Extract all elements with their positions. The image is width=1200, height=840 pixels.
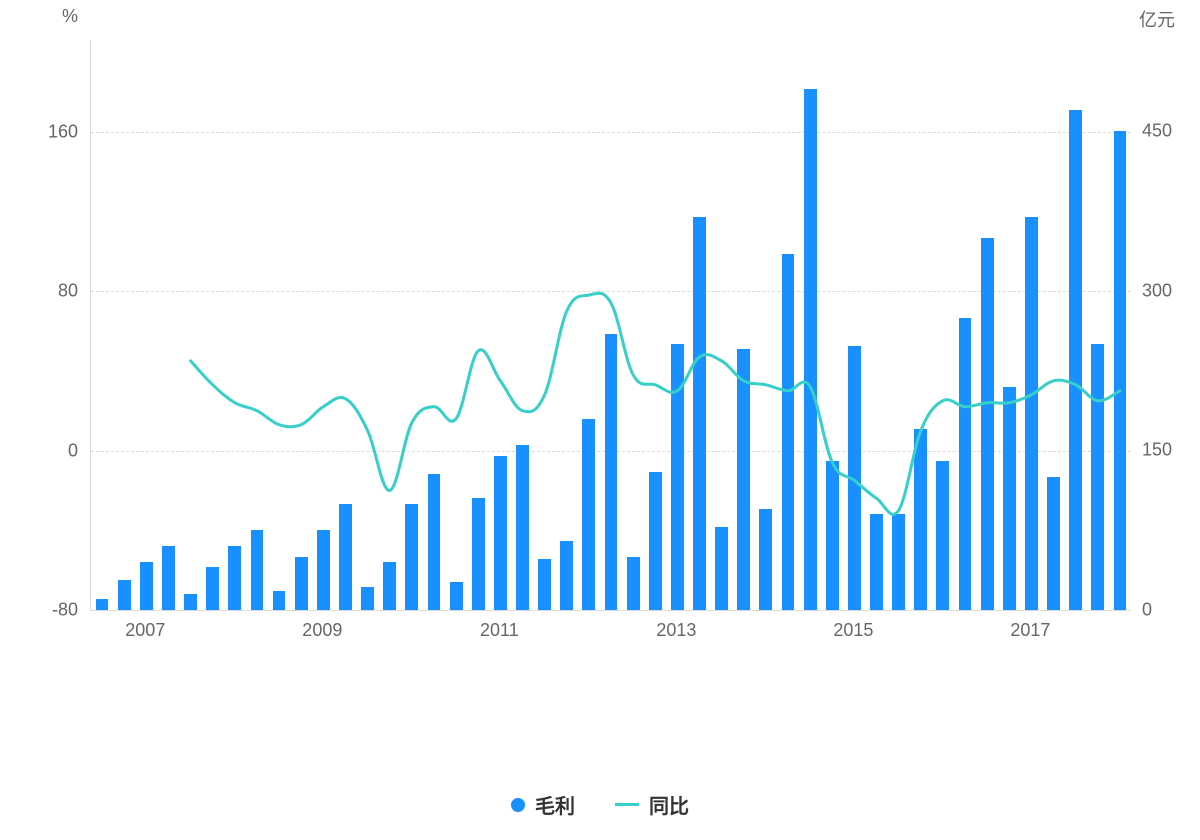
bar [516,445,529,610]
y-right-tick-label: 450 [1142,121,1172,142]
bar [959,318,972,610]
legend-marker-line [615,803,639,806]
grid-line [91,132,1131,133]
bar [693,217,706,610]
bar [1025,217,1038,610]
bar [295,557,308,610]
bar [848,346,861,610]
legend-label: 毛利 [535,790,575,819]
legend-item: 毛利 [511,790,575,819]
bar [251,530,264,610]
legend-item: 同比 [615,790,689,819]
legend-marker-dot [511,798,525,812]
bar [560,541,573,610]
grid-line [91,610,1131,611]
bar [1047,477,1060,610]
bar [804,89,817,610]
y-right-tick-label: 150 [1142,440,1172,461]
bar [870,514,883,610]
bar [715,527,728,610]
bar [206,567,219,610]
x-tick-label: 2011 [480,620,519,641]
bar [605,334,618,610]
bar [649,472,662,610]
bar [428,474,441,610]
y-left-tick-label: 80 [0,281,78,302]
bar [914,429,927,610]
bar [472,498,485,610]
y-right-tick-label: 300 [1142,280,1172,301]
bar [1091,344,1104,610]
bar [140,562,153,610]
bar [450,582,463,610]
bar [826,461,839,610]
bar [1003,387,1016,610]
y-left-tick-label: -80 [0,600,78,621]
bar [627,557,640,610]
bar [405,504,418,610]
legend-label: 同比 [649,790,689,819]
chart-container: % 亿元 毛利 同比 -80 0 80 160 0 150 300 450 2007 2009 201… [0,0,1200,840]
bar [1069,110,1082,610]
bar [671,344,684,610]
x-tick-label: 2017 [1010,620,1050,641]
y-left-tick-label: 0 [0,440,78,461]
bar [383,562,396,610]
legend: 毛利 同比 [511,790,689,819]
plot-area [90,40,1131,611]
bar [892,514,905,610]
x-tick-label: 2013 [656,620,696,641]
bar [981,238,994,610]
bar [118,580,131,610]
bar [317,530,330,610]
bar [759,509,772,610]
y-right-tick-label: 0 [1142,600,1152,621]
bar [184,594,197,610]
bar [782,254,795,610]
bar [494,456,507,610]
grid-line [91,291,1131,292]
bar [582,419,595,610]
x-tick-label: 2007 [125,620,165,641]
bar [538,559,551,610]
bar [228,546,241,610]
y-left-unit: % [62,6,78,27]
bar [273,591,286,610]
bar [96,599,109,610]
bar [339,504,352,610]
x-tick-label: 2009 [302,620,342,641]
y-left-tick-label: 160 [0,121,78,142]
x-tick-label: 2015 [833,620,873,641]
bar [1114,131,1127,610]
bar [737,349,750,610]
bar [361,587,374,610]
bar [936,461,949,610]
y-right-unit: 亿元 [1139,6,1175,32]
bar [162,546,175,610]
